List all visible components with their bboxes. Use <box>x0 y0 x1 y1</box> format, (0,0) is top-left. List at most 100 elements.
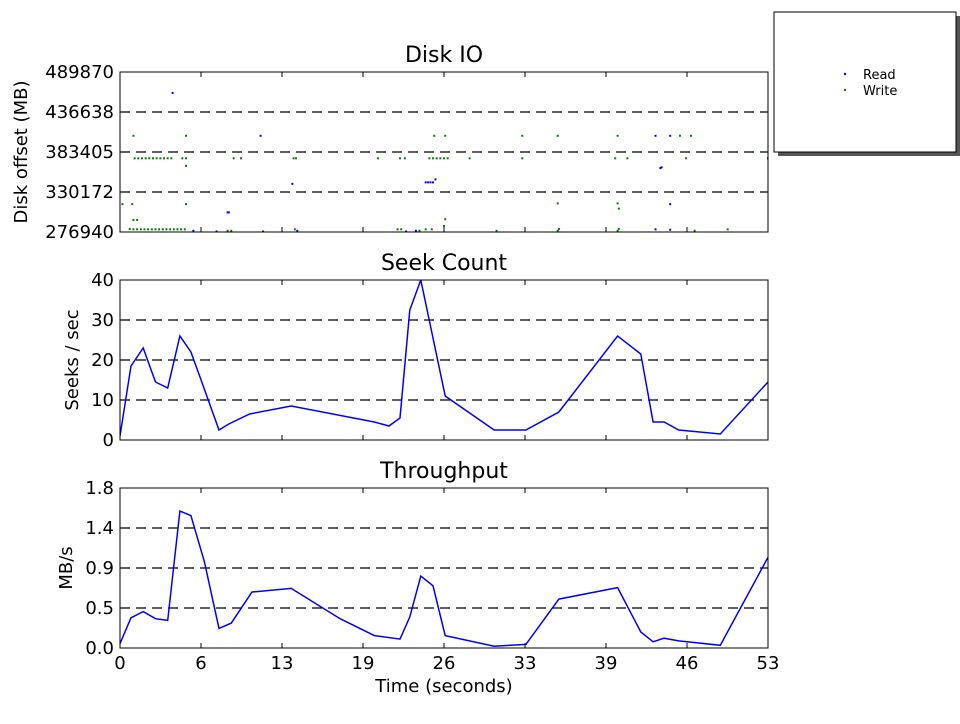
y-tick-label: 10 <box>91 390 114 411</box>
data-point-write <box>154 228 157 231</box>
data-point-write <box>180 228 183 231</box>
data-point-write <box>468 157 471 160</box>
data-point-write <box>230 229 233 232</box>
data-point-read <box>171 91 174 94</box>
data-point-write <box>678 134 681 137</box>
data-point-write <box>143 228 146 231</box>
data-point-write <box>169 228 172 231</box>
data-point-write <box>556 202 559 205</box>
data-point-read <box>429 181 432 184</box>
data-point-write <box>185 164 188 167</box>
data-point-write <box>443 224 445 227</box>
axes-frame <box>119 487 769 649</box>
data-point-read <box>259 134 262 137</box>
data-point-write <box>150 228 153 231</box>
data-point-read <box>434 178 437 181</box>
data-point-write <box>444 218 447 221</box>
data-point-write <box>176 228 179 231</box>
y-tick-label: 489870 <box>45 62 114 83</box>
data-point-read <box>262 230 265 232</box>
data-point-write <box>626 157 629 160</box>
data-point-write <box>185 203 188 206</box>
data-point-write <box>521 134 524 137</box>
y-axis-label: MB/s <box>56 546 77 589</box>
chart-panel-2: Throughput MB/s 0.0 0.5 0.9 1.4 1.8 0 6 13 19 26 33 3… <box>56 459 779 697</box>
axes-frame <box>119 71 769 233</box>
data-point-write <box>693 229 696 232</box>
axes-frame <box>119 279 769 441</box>
data-point-write <box>689 134 692 137</box>
data-point-read <box>226 211 229 214</box>
x-axis-label: Time (seconds) <box>374 676 512 697</box>
data-point-write <box>166 157 169 160</box>
data-point-write <box>133 157 136 160</box>
y-tick-label: 276940 <box>45 222 114 243</box>
data-point-write <box>295 157 298 160</box>
data-point-write <box>136 218 139 221</box>
data-point-write <box>376 157 379 160</box>
data-point-write <box>431 157 434 160</box>
data-point-write <box>132 228 135 231</box>
data-point-write <box>617 227 620 230</box>
legend-label-read: Read <box>863 68 896 83</box>
data-point-write <box>121 203 124 206</box>
data-point-write <box>155 157 158 160</box>
data-point-write <box>293 228 296 231</box>
legend-box <box>773 11 957 153</box>
data-point-write <box>181 157 184 160</box>
data-point-write <box>132 218 135 221</box>
y-tick-label: 383405 <box>45 142 114 163</box>
data-point-write <box>185 134 188 137</box>
data-point-write <box>161 228 164 231</box>
data-point-write <box>557 227 560 230</box>
data-point-read <box>654 134 657 137</box>
data-point-read <box>427 181 430 184</box>
chart-title: Seek Count <box>381 251 507 276</box>
data-point-write <box>137 157 140 160</box>
series-write <box>121 134 768 232</box>
data-point-write <box>428 157 431 160</box>
x-tick-label: 46 <box>676 653 699 674</box>
y-tick-label: 30 <box>91 310 114 331</box>
y-tick-label: 1.4 <box>85 518 114 539</box>
data-point-write <box>616 202 619 205</box>
x-tick-label: 13 <box>271 653 294 674</box>
data-point-write <box>172 228 175 231</box>
data-point-write <box>403 157 406 160</box>
data-point-read <box>405 230 408 232</box>
data-point-write <box>617 207 620 210</box>
data-point-write <box>424 228 427 231</box>
data-point-write <box>148 157 151 160</box>
data-point-write <box>170 157 173 160</box>
data-point-write <box>185 157 188 160</box>
series-line <box>120 280 768 437</box>
data-point-write <box>435 157 438 160</box>
data-point-write <box>439 157 442 160</box>
series-line <box>120 510 768 647</box>
series-read <box>171 91 672 232</box>
data-point-write <box>400 228 403 231</box>
data-point-write <box>433 134 436 137</box>
data-point-read <box>192 229 195 232</box>
data-point-write <box>141 157 144 160</box>
data-point-write <box>398 157 401 160</box>
data-point-write <box>418 229 421 232</box>
data-point-write <box>144 157 147 160</box>
data-point-write <box>232 157 235 160</box>
data-point-read <box>669 203 672 206</box>
data-point-write <box>446 157 449 160</box>
x-tick-label: 6 <box>195 653 206 674</box>
data-point-write <box>136 228 139 231</box>
y-tick-label: 0 <box>103 430 114 451</box>
data-point-write <box>147 228 150 231</box>
data-point-read <box>424 181 427 184</box>
data-point-write <box>556 134 559 137</box>
data-point-write <box>292 157 295 160</box>
y-tick-label: 436638 <box>45 102 114 123</box>
chart-title: Throughput <box>379 459 508 484</box>
y-tick-label: 20 <box>91 350 114 371</box>
data-point-write <box>159 157 162 160</box>
data-point-read <box>291 182 294 185</box>
data-point-write <box>430 228 433 231</box>
x-tick-label: 33 <box>514 653 537 674</box>
